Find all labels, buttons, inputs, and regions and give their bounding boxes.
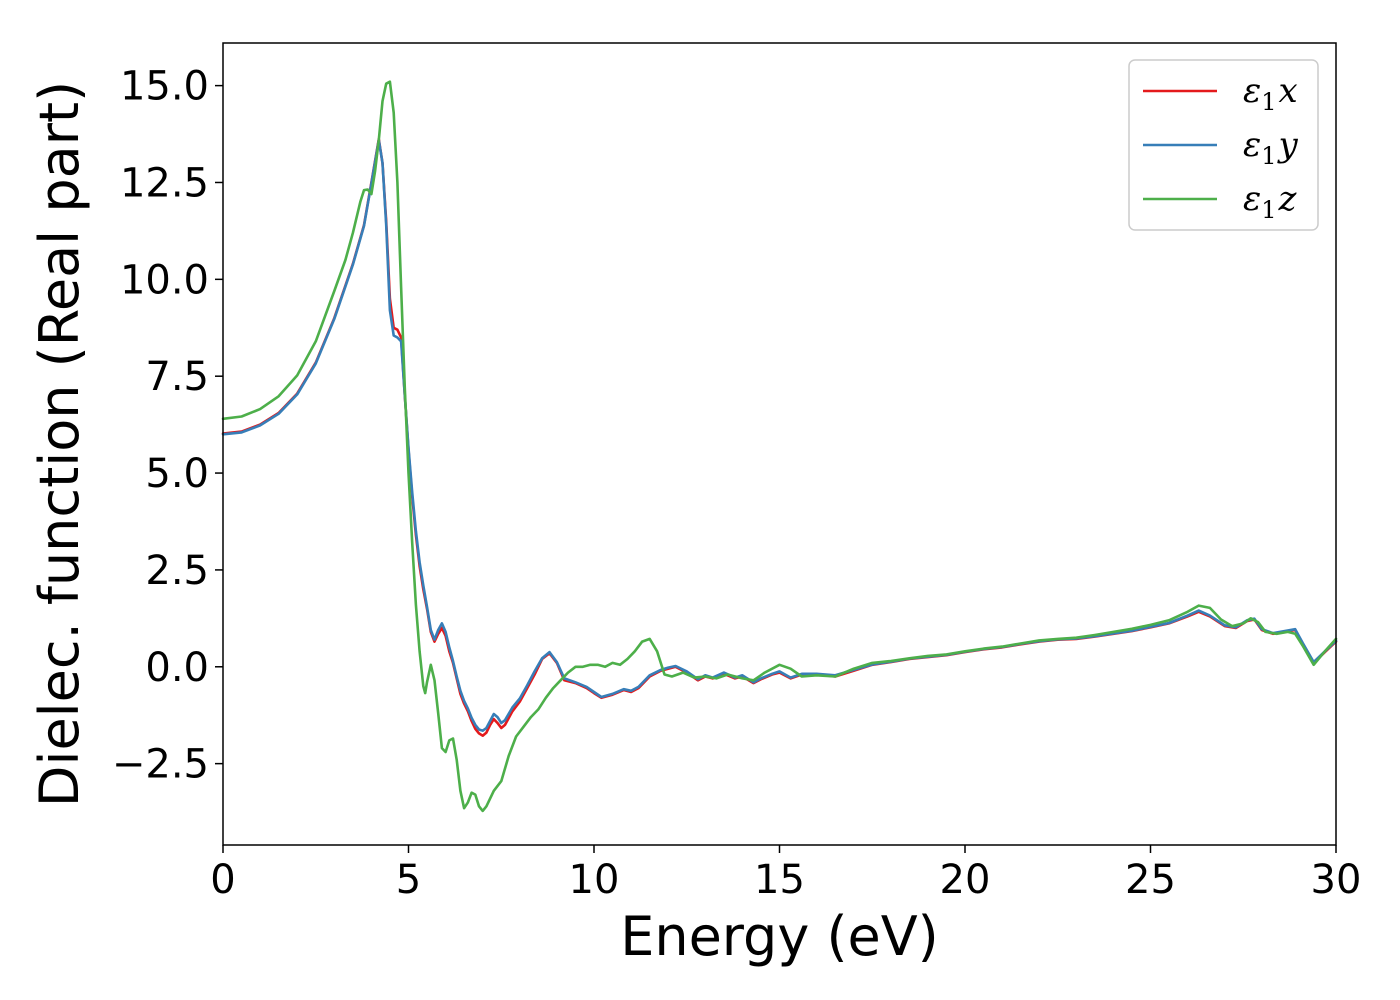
x-axis-label: Energy (eV) — [620, 905, 939, 968]
x-tick-label: 10 — [569, 857, 620, 903]
x-axis-ticks: 0 5 10 15 20 25 30 — [210, 845, 1361, 903]
series-line-y — [221, 138, 1338, 732]
y-tick-label: 0.0 — [145, 645, 209, 691]
y-axis-label: Dielec. function (Real part) — [28, 81, 91, 807]
y-tick-label: 12.5 — [120, 160, 209, 206]
legend-box — [1128, 59, 1319, 231]
x-tick-label: 20 — [940, 857, 991, 903]
series-layer — [221, 80, 1338, 813]
x-tick-label: 15 — [754, 857, 805, 903]
x-tick-label: 30 — [1311, 857, 1362, 903]
legend-label-x: ε1x — [1243, 71, 1298, 116]
x-tick-label: 25 — [1125, 857, 1176, 903]
y-tick-label: −2.5 — [112, 742, 209, 788]
x-tick-label: 0 — [210, 857, 235, 903]
y-tick-label: 2.5 — [145, 548, 209, 594]
legend-label-y: ε1y — [1243, 125, 1299, 170]
legend: ε1x ε1y ε1z — [1128, 59, 1319, 231]
x-tick-label: 5 — [396, 857, 421, 903]
y-axis-ticks: −2.5 0.0 2.5 5.0 7.5 10.0 12.5 15.0 — [112, 64, 223, 788]
y-tick-label: 15.0 — [120, 64, 209, 110]
y-tick-label: 5.0 — [145, 451, 209, 497]
y-tick-label: 7.5 — [145, 354, 209, 400]
legend-label-z: ε1z — [1243, 179, 1298, 224]
y-tick-label: 10.0 — [120, 257, 209, 303]
series-line-z — [221, 80, 1338, 813]
